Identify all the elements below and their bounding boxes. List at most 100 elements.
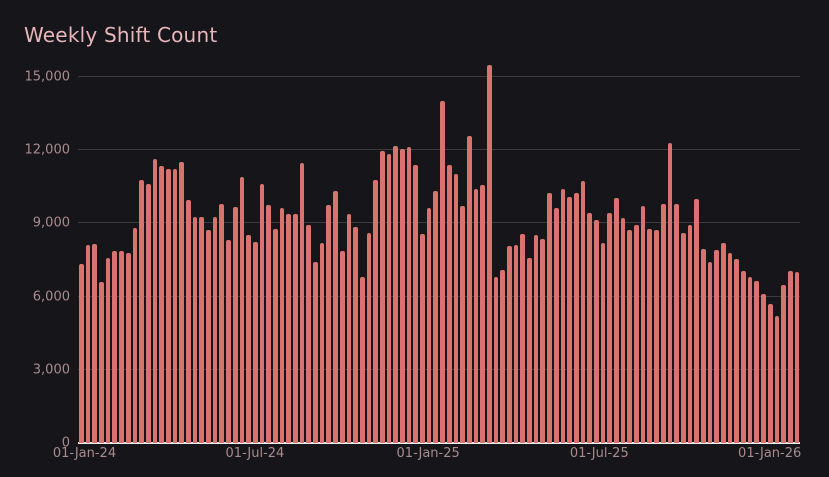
bar[interactable] xyxy=(232,206,238,443)
bar[interactable] xyxy=(393,146,398,443)
bar[interactable] xyxy=(333,191,338,443)
bar[interactable] xyxy=(747,276,753,443)
bar[interactable] xyxy=(359,277,365,443)
bar[interactable] xyxy=(85,245,91,443)
bar[interactable] xyxy=(272,228,278,443)
bar[interactable] xyxy=(346,213,352,443)
bar[interactable] xyxy=(386,154,392,443)
bar[interactable] xyxy=(99,282,104,443)
bar[interactable] xyxy=(734,258,740,443)
bar[interactable] xyxy=(640,206,646,443)
bar[interactable] xyxy=(145,183,151,443)
bar[interactable] xyxy=(152,158,158,443)
bar[interactable] xyxy=(707,262,713,443)
bar[interactable] xyxy=(132,228,138,443)
bar[interactable] xyxy=(105,257,111,443)
bar[interactable] xyxy=(714,249,719,443)
bar[interactable] xyxy=(460,206,465,443)
bar[interactable] xyxy=(553,208,559,443)
bar[interactable] xyxy=(186,199,191,443)
bar[interactable] xyxy=(226,240,231,443)
bar[interactable] xyxy=(306,225,312,443)
bar[interactable] xyxy=(313,262,318,443)
bar[interactable] xyxy=(299,162,305,443)
bar[interactable] xyxy=(486,64,492,443)
bar[interactable] xyxy=(373,180,378,443)
bar[interactable] xyxy=(473,189,479,443)
bar[interactable] xyxy=(721,243,726,443)
bar[interactable] xyxy=(767,303,773,443)
bar[interactable] xyxy=(480,184,485,443)
bar[interactable] xyxy=(192,216,198,443)
bar[interactable] xyxy=(680,233,686,443)
bar[interactable] xyxy=(406,146,412,443)
bar[interactable] xyxy=(493,276,499,443)
bar[interactable] xyxy=(774,315,780,443)
bar[interactable] xyxy=(379,150,385,443)
bar[interactable] xyxy=(446,165,452,443)
bar[interactable] xyxy=(654,229,659,443)
bar[interactable] xyxy=(593,219,599,443)
bar[interactable] xyxy=(507,246,512,443)
bar[interactable] xyxy=(339,251,345,443)
bar[interactable] xyxy=(319,243,325,443)
bar[interactable] xyxy=(252,242,258,443)
bar[interactable] xyxy=(426,208,432,443)
bar[interactable] xyxy=(627,229,633,443)
bar[interactable] xyxy=(219,204,225,443)
bar[interactable] xyxy=(179,161,184,443)
bar[interactable] xyxy=(112,250,118,443)
bar[interactable] xyxy=(741,270,746,443)
bar[interactable] xyxy=(660,204,666,443)
bar[interactable] xyxy=(533,234,539,443)
bar[interactable] xyxy=(286,214,291,443)
bar[interactable] xyxy=(694,198,699,443)
bar[interactable] xyxy=(614,197,619,443)
bar[interactable] xyxy=(433,191,439,443)
bar[interactable] xyxy=(513,244,519,443)
bar[interactable] xyxy=(647,228,653,443)
bar[interactable] xyxy=(239,176,245,443)
bar[interactable] xyxy=(466,136,472,443)
bar[interactable] xyxy=(580,180,586,443)
bar[interactable] xyxy=(119,251,124,443)
bar[interactable] xyxy=(520,233,526,443)
bar[interactable] xyxy=(165,168,171,443)
bar[interactable] xyxy=(600,243,606,443)
bar[interactable] xyxy=(159,165,164,443)
bar[interactable] xyxy=(620,217,626,443)
bar[interactable] xyxy=(573,192,579,443)
bar[interactable] xyxy=(700,248,706,443)
bar[interactable] xyxy=(212,216,218,443)
bar[interactable] xyxy=(547,192,552,443)
bar[interactable] xyxy=(787,270,793,443)
bar[interactable] xyxy=(366,233,372,443)
bar[interactable] xyxy=(125,253,131,443)
bar[interactable] xyxy=(527,258,532,443)
bar[interactable] xyxy=(206,229,211,443)
bar[interactable] xyxy=(353,227,358,443)
bar[interactable] xyxy=(92,244,98,443)
bar[interactable] xyxy=(634,225,639,443)
bar[interactable] xyxy=(440,100,445,443)
bar[interactable] xyxy=(400,148,405,443)
bar[interactable] xyxy=(199,216,205,443)
bar[interactable] xyxy=(172,168,178,443)
bar[interactable] xyxy=(607,213,612,443)
bar[interactable] xyxy=(754,280,760,443)
bar[interactable] xyxy=(259,184,265,443)
bar[interactable] xyxy=(560,188,566,443)
bar[interactable] xyxy=(567,197,572,443)
bar[interactable] xyxy=(139,180,144,443)
bar[interactable] xyxy=(326,205,332,443)
bar[interactable] xyxy=(727,253,733,443)
bar[interactable] xyxy=(279,208,285,443)
bar[interactable] xyxy=(687,225,693,443)
bar[interactable] xyxy=(794,272,800,443)
bar[interactable] xyxy=(246,235,251,443)
bar[interactable] xyxy=(266,205,271,443)
bar[interactable] xyxy=(761,293,766,443)
bar[interactable] xyxy=(413,165,419,443)
bar[interactable] xyxy=(667,143,673,443)
bar[interactable] xyxy=(293,213,298,443)
